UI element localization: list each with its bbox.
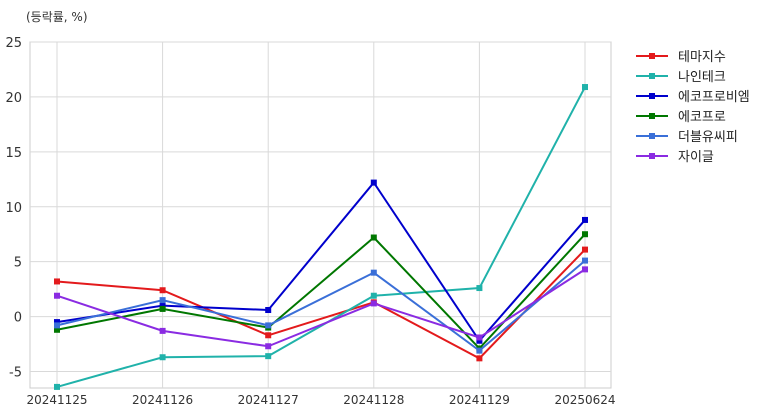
y-tick-label: 5 — [14, 256, 22, 271]
data-point — [54, 326, 60, 333]
legend-marker — [649, 53, 655, 59]
y-tick-label: 20 — [5, 91, 22, 106]
series-line — [56, 259, 586, 352]
data-point — [370, 292, 377, 299]
x-tick-label: 20241129 — [449, 393, 510, 407]
legend-label: 나인테크 — [678, 70, 726, 85]
data-point — [54, 322, 60, 329]
data-point — [476, 285, 483, 292]
legend-label: 테마지수 — [678, 50, 726, 65]
data-point — [582, 216, 588, 223]
data-point — [159, 287, 166, 294]
data-point — [582, 231, 588, 238]
data-point — [159, 302, 166, 309]
data-point — [370, 300, 377, 307]
x-tick-label: 20241126 — [132, 393, 193, 407]
data-point — [582, 257, 588, 264]
data-point — [265, 353, 272, 360]
y-tick-label: 25 — [5, 36, 22, 51]
y-tick-label: 15 — [5, 146, 22, 161]
series-line — [56, 86, 586, 388]
legend-label: 자이글 — [678, 150, 714, 165]
series-line — [56, 268, 586, 348]
legend-marker — [649, 133, 655, 139]
series-line — [56, 180, 586, 343]
data-point — [476, 347, 483, 354]
legend-marker — [649, 73, 655, 79]
series-line — [56, 233, 586, 350]
data-point — [265, 307, 272, 314]
legend-marker — [649, 153, 655, 159]
y-tick-label: -5 — [9, 366, 22, 381]
y-tick-label: 10 — [5, 201, 22, 216]
data-point — [370, 179, 377, 186]
x-tick-label: 20241128 — [343, 393, 404, 407]
data-point — [265, 322, 272, 329]
data-point — [476, 337, 483, 344]
legend-label: 에코프로비엠 — [678, 90, 750, 105]
data-point — [370, 269, 377, 276]
data-point — [159, 297, 166, 304]
legend-label: 에코프로 — [678, 110, 726, 125]
data-point — [265, 332, 272, 339]
data-point — [265, 343, 272, 350]
x-tick-label: 20241127 — [238, 393, 299, 407]
data-point — [582, 266, 588, 273]
x-tick-label: 20241125 — [26, 393, 87, 407]
x-tick-label: 20250624 — [554, 393, 615, 407]
data-point — [54, 292, 60, 299]
data-point — [582, 246, 588, 253]
data-point — [54, 278, 60, 285]
y-tick-label: 0 — [14, 311, 22, 326]
data-point — [159, 354, 166, 361]
data-point — [159, 305, 166, 312]
data-point — [582, 84, 588, 91]
data-point — [476, 355, 483, 362]
y-axis-unit-label: (등락률, %) — [26, 10, 88, 24]
series-line — [56, 248, 586, 360]
legend-marker — [649, 113, 655, 119]
data-point — [54, 383, 60, 390]
data-point — [476, 334, 483, 341]
plot-area — [29, 41, 612, 389]
legend-marker — [649, 93, 655, 99]
data-point — [159, 327, 166, 334]
legend-label: 더블유씨피 — [678, 130, 738, 145]
data-point — [370, 234, 377, 241]
data-point — [54, 319, 60, 326]
